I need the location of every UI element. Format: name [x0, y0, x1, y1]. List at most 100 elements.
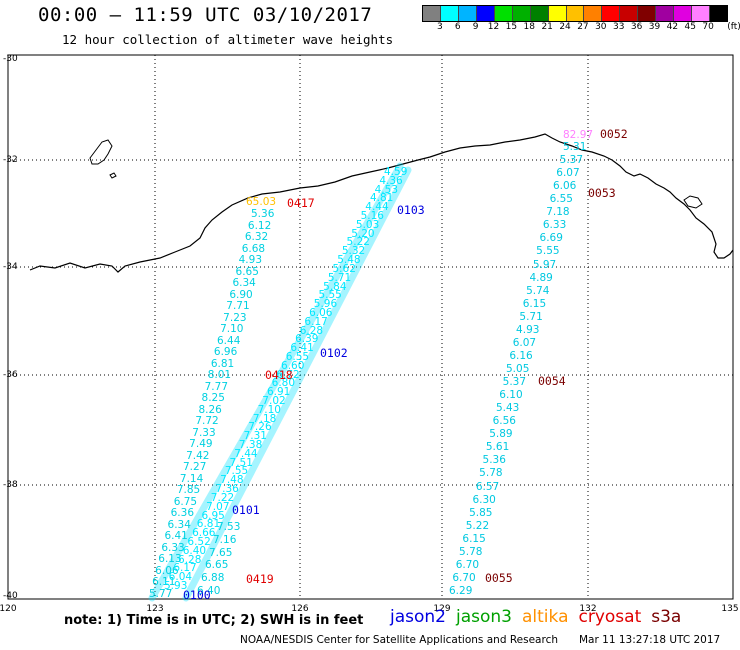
- legend-threshold-label: 30: [595, 22, 607, 32]
- swh-value-jason2: 7.38: [238, 439, 263, 452]
- swh-value-cryosat: 6.68: [241, 242, 266, 255]
- swh-value-cryosat: 6.32: [244, 231, 269, 244]
- page-subtitle: 12 hour collection of altimeter wave hei…: [62, 32, 394, 47]
- swh-value-jason2: 7.22: [210, 491, 235, 504]
- swh-value-jason2: 6.28: [178, 553, 202, 566]
- swh-value-jason2: 7.31: [243, 430, 267, 443]
- legend-threshold-label: 42: [666, 22, 679, 32]
- swh-value-jason2: 6.81: [196, 518, 221, 531]
- pass-label-s3a-0054: 0054: [538, 374, 566, 388]
- swh-value-cryosat: 6.65: [205, 559, 229, 572]
- swh-value-s3a: 7.18: [546, 206, 570, 219]
- swh-value-s3a: 6.70: [452, 571, 476, 584]
- mission-altika: altika: [522, 607, 569, 627]
- mission-legend: jason2 jason3 altika cryosat s3a: [390, 607, 691, 627]
- legend-swatch: [638, 6, 657, 21]
- swh-value-jason2: 5.20: [351, 227, 375, 240]
- swh-value-cryosat: 6.88: [201, 572, 225, 585]
- swh-value-s3a: 6.33: [542, 219, 567, 232]
- swh-value-s3a: 5.22: [465, 519, 490, 532]
- swh-value-s3a: 6.70: [455, 558, 480, 571]
- swh-value-cryosat: 8.26: [198, 403, 222, 416]
- swh-value-cryosat: 6.13: [158, 553, 182, 566]
- swh-value-cryosat: 6.96: [213, 346, 238, 359]
- legend-swatch: [440, 6, 459, 21]
- swh-value-s3a: 5.89: [489, 428, 513, 441]
- swh-value-cryosat: 7.85: [176, 484, 201, 497]
- swh-value-cryosat: 6.81: [210, 357, 235, 370]
- swh-value-jason2: 7.02: [262, 395, 286, 408]
- swh-value-s3a: 5.85: [469, 506, 493, 519]
- legend-threshold-label: 36: [630, 22, 643, 32]
- swh-value-s3a: 6.07: [556, 167, 580, 180]
- legend-swatch: [530, 6, 549, 21]
- legend-swatch: [674, 6, 693, 21]
- swh-value-jason2: 6.52: [187, 535, 211, 548]
- swh-value-cryosat: 7.71: [226, 300, 250, 313]
- swh-value-jason2: 5.93: [164, 580, 188, 592]
- swh-value-jason2: 6.55: [285, 350, 310, 363]
- swh-value-cryosat: 7.23: [223, 311, 247, 324]
- swh-value-s3a: 5.61: [485, 441, 510, 454]
- swh-value-cryosat: 8.25: [201, 392, 225, 405]
- lat-label: -38: [3, 480, 18, 490]
- swh-value-jason2: 6.17: [304, 315, 328, 328]
- coastline: [29, 133, 734, 273]
- lat-label: -32: [3, 155, 18, 165]
- swh-value-s3a: 5.78: [459, 545, 483, 558]
- swh-value-cryosat: 7.27: [183, 461, 207, 474]
- swh-value-jason2: 6.72: [276, 368, 300, 381]
- swh-value-s3a: 5.74: [526, 284, 550, 297]
- mission-jason3: jason3: [456, 607, 512, 627]
- legend-swatch: [548, 6, 567, 21]
- swh-value-cryosat: 7.65: [209, 546, 233, 559]
- swh-value-cryosat: 6.65: [235, 265, 259, 278]
- legend-swatch: [423, 6, 441, 21]
- pass-label-jason2-0102: 0102: [320, 346, 348, 360]
- map-frame: [7, 54, 734, 600]
- legend-swatch: [602, 6, 621, 21]
- swh-value-s3a: 6.69: [539, 232, 563, 245]
- swh-value-jason2: 5.16: [360, 210, 384, 223]
- swh-value-cryosat: 7.33: [192, 426, 216, 439]
- swh-value-jason2: 7.51: [229, 456, 253, 469]
- swh-value-s3a: 5.31: [563, 141, 587, 153]
- swh-value-cryosat: 7.14: [179, 472, 204, 485]
- swh-value-jason2: 7.18: [252, 412, 277, 425]
- swh-value-jason2: 5.62: [332, 262, 356, 275]
- pass-label-jason2-0101: 0101: [232, 503, 260, 517]
- legend-swatch: [476, 6, 495, 21]
- legend-swatch: [494, 6, 513, 21]
- swh-value-jason2: 7.55: [224, 465, 249, 478]
- lat-label: -40: [3, 591, 18, 601]
- legend-unit-label: (ft): [727, 22, 740, 32]
- legend-threshold-label: 12: [487, 22, 500, 32]
- swh-value-s3a: 6.10: [499, 389, 523, 402]
- legend-threshold-label: 18: [523, 22, 536, 32]
- swh-value-jason2: 6.91: [266, 386, 291, 399]
- swh-value-jason2: 6.41: [290, 342, 314, 355]
- swh-value-cryosat: 6.06: [155, 564, 179, 577]
- swh-value-cryosat: 5.36: [251, 208, 275, 220]
- swh-value-s3a: 5.97: [532, 258, 557, 271]
- note-text: note: 1) Time is in UTC; 2) SWH is in fe…: [64, 613, 364, 628]
- legend-swatch: [566, 6, 585, 21]
- swh-value-jason2: 5.03: [355, 218, 380, 231]
- legend-threshold-label: 15: [505, 22, 518, 32]
- swh-value-jason2: 6.66: [192, 527, 216, 540]
- wave-height-color-legend: [422, 5, 728, 22]
- swh-value-s3a: 6.29: [449, 585, 473, 597]
- lon-label: 126: [291, 604, 309, 614]
- swh-value-s3a: 6.56: [492, 415, 516, 428]
- swh-value-cryosat: 6.11: [152, 576, 176, 589]
- legend-threshold-label: 45: [684, 22, 696, 32]
- swh-value-s3a: 6.57: [475, 480, 500, 493]
- swh-value-cryosat: 6.12: [247, 219, 272, 232]
- legend-swatch: [458, 6, 477, 21]
- swh-value-jason2: 5.55: [318, 289, 342, 302]
- swh-value-jason2: 6.04: [168, 571, 193, 584]
- swh-value-jason2: 6.80: [271, 377, 296, 390]
- swh-value-s3a: 6.15: [522, 297, 547, 310]
- lat-label: -30: [3, 54, 18, 64]
